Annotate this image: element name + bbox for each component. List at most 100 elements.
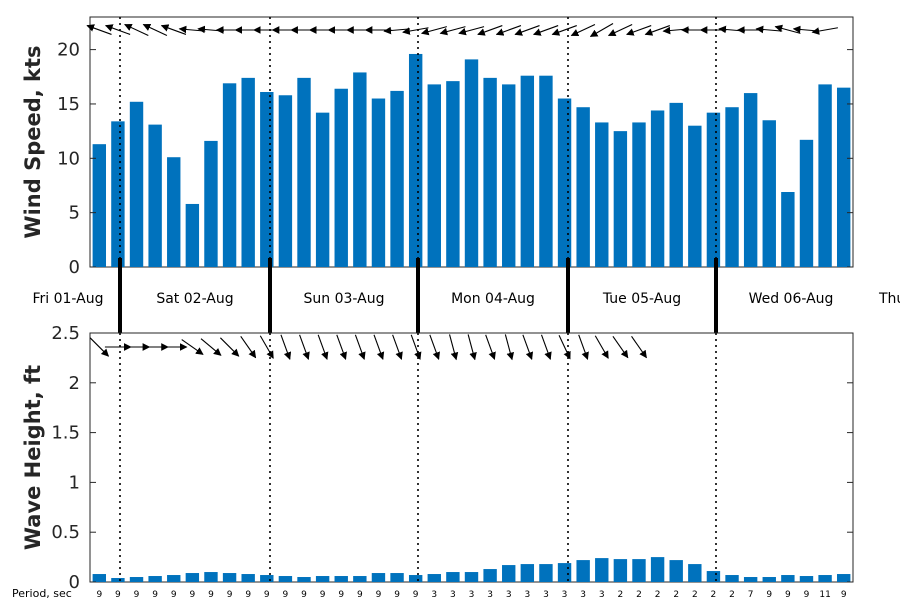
wind-ytick-label: 20 [57, 40, 80, 61]
wave-direction-arrow [317, 334, 329, 360]
wave-direction-arrow [504, 334, 515, 361]
wind-ytick-label: 5 [69, 203, 80, 224]
wind-bar [595, 122, 609, 267]
period-value: 9 [376, 590, 382, 600]
wind-direction-arrow [458, 26, 485, 36]
wind-bar [278, 95, 293, 268]
wave-direction-arrow [540, 334, 552, 360]
wind-direction-arrow [160, 24, 187, 35]
wind-bar [464, 59, 479, 268]
wind-bar [688, 125, 702, 268]
wave-bar [167, 575, 181, 582]
wave-direction-arrow [373, 334, 385, 360]
period-value: 3 [450, 590, 456, 600]
wave-bar [799, 576, 814, 582]
wave-direction-arrow [448, 334, 459, 361]
period-value: 2 [692, 590, 698, 600]
wave-bar [148, 576, 162, 582]
wind-panel: 0 5 10 15 20 Wind Speed, kts [21, 16, 854, 278]
wind-bar [129, 101, 144, 267]
day-strip: Fri 01-Aug Sat 02-Aug Sun 03-Aug Mon 04-Aug… [32, 258, 900, 333]
wind-bar [427, 84, 441, 268]
wave-ytick-label: 1 [69, 472, 80, 493]
period-value: 9 [283, 590, 289, 600]
period-value: 9 [394, 590, 400, 600]
period-value: 9 [841, 590, 847, 600]
wind-bar [204, 140, 218, 267]
wind-bar [650, 110, 665, 267]
wave-bar [111, 578, 125, 582]
period-row: Period, sec 9 9 9 9 9 9 9 9 9 9 9 9 9 9 9 9 9 9 3 3 3 3 3 3 3 3 3 3 2… [12, 587, 847, 600]
period-value: 9 [766, 590, 772, 600]
period-value: 2 [729, 590, 735, 600]
wind-bar [725, 107, 739, 267]
wind-bar [576, 107, 590, 267]
wind-bar [818, 84, 832, 268]
wave-bar [185, 573, 200, 582]
wind-bar [706, 112, 721, 267]
period-value: 2 [655, 590, 661, 600]
wave-direction-arrow [429, 334, 440, 360]
wind-bar [836, 87, 851, 267]
wind-direction-arrow [570, 24, 596, 37]
wind-bar [483, 77, 497, 267]
wave-bar [204, 572, 218, 582]
wave-bar [483, 569, 497, 582]
period-value: 9 [115, 590, 121, 600]
wind-bar [222, 83, 237, 267]
wave-bar [632, 559, 646, 582]
period-title: Period, sec [12, 587, 72, 600]
wave-panel: 0 0.5 1 1.5 2 2.5 Wave Height, ft [21, 323, 854, 593]
wave-direction-arrow [594, 335, 609, 359]
period-value: 2 [711, 590, 717, 600]
period-value: 9 [264, 590, 270, 600]
wave-bar [371, 573, 386, 582]
wave-bar [464, 572, 479, 582]
wind-bar [390, 90, 404, 267]
day-label: Thu [878, 291, 900, 307]
wave-direction-arrow [280, 334, 292, 360]
wave-bar [241, 574, 255, 582]
day-label: Wed 06-Aug [749, 291, 834, 307]
wind-bar [502, 84, 516, 268]
period-value: 9 [134, 590, 140, 600]
wave-axes-box [89, 332, 854, 583]
wave-direction-arrow [259, 335, 274, 359]
day-label: Tue 05-Aug [602, 291, 681, 307]
day-label: Sun 03-Aug [304, 291, 385, 307]
period-value: 9 [320, 590, 326, 600]
wind-bar [353, 72, 367, 267]
wave-bar [92, 574, 107, 582]
wind-direction-arrow [104, 24, 131, 35]
wind-bar [185, 203, 200, 267]
wave-bar [576, 560, 590, 582]
wind-bar [111, 121, 125, 267]
wind-direction-arrow [86, 24, 112, 35]
period-value: 2 [673, 590, 679, 600]
period-value: 3 [599, 590, 605, 600]
wind-bar [260, 92, 274, 267]
wave-ytick-label: 0 [69, 572, 80, 593]
period-value: 9 [152, 590, 158, 600]
wind-ytick-label: 15 [57, 94, 80, 115]
wave-bar [706, 571, 721, 582]
wind-direction-arrow [439, 26, 466, 36]
wave-bar [260, 575, 274, 582]
wave-bar [743, 577, 758, 582]
wave-direction-arrow [181, 339, 204, 355]
period-value: 9 [208, 590, 214, 600]
period-value: 9 [804, 590, 810, 600]
wind-direction-arrow [811, 27, 838, 35]
wave-bar [688, 564, 702, 582]
wave-direction-arrow [578, 334, 589, 360]
wind-bar [613, 131, 628, 267]
wave-bar [278, 576, 293, 582]
day-label: Fri 01-Aug [32, 291, 103, 307]
wave-bar [297, 577, 311, 582]
wind-bar [743, 93, 758, 267]
wave-bar [613, 559, 628, 582]
wave-direction-arrow [299, 334, 310, 360]
wave-direction-arrow [522, 334, 534, 360]
